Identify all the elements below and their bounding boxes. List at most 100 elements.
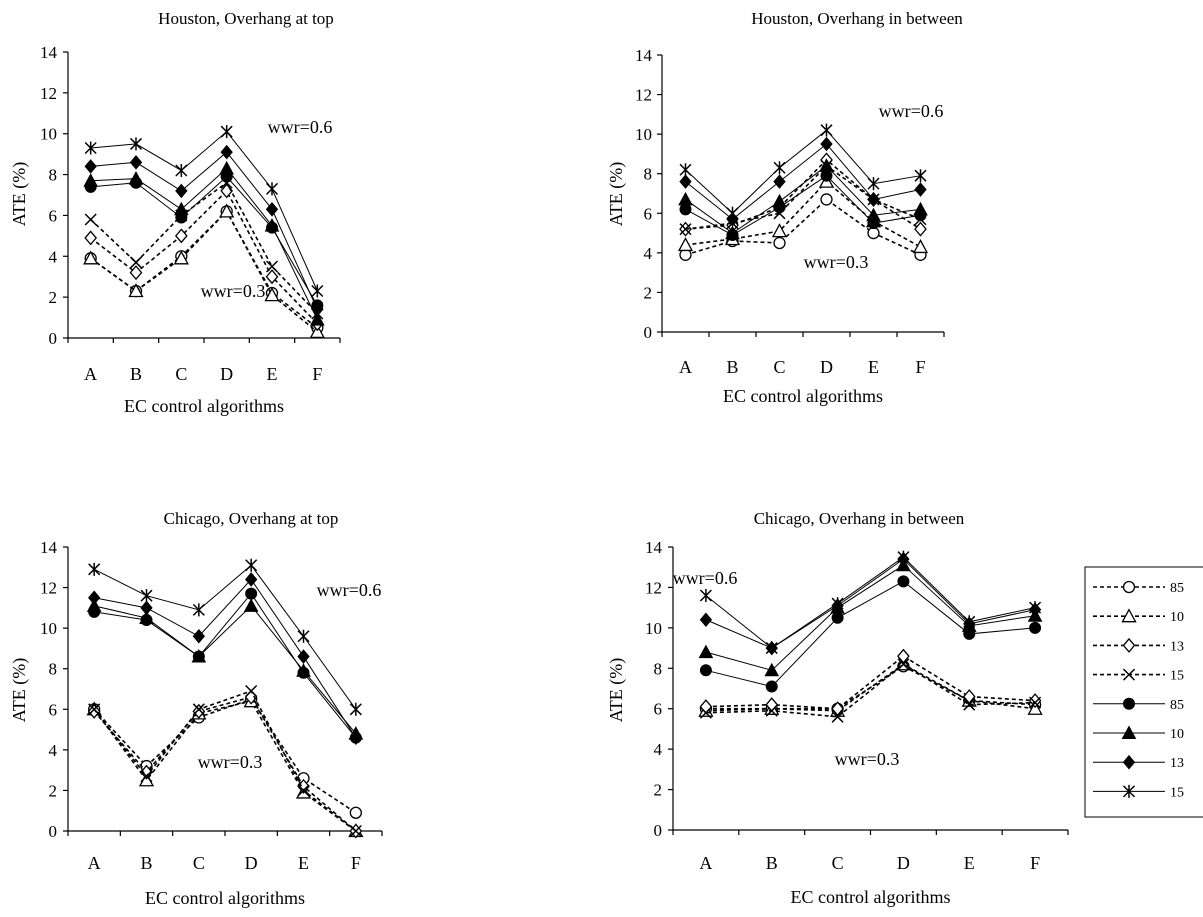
data-point [699,664,712,677]
x-tick-label: B [140,853,152,873]
series-line [94,578,357,738]
data-point [962,689,976,705]
data-point [726,206,739,220]
data-point [773,161,786,175]
data-point [866,207,881,222]
data-point [297,629,310,643]
x-tick-label: B [726,357,738,377]
y-axis-label: ATE (%) [9,658,30,722]
data-point [265,269,279,285]
data-point [867,226,880,240]
data-point [311,302,324,317]
legend-marker [1122,637,1136,653]
data-point [897,658,910,671]
y-tick-label: 0 [654,821,663,840]
data-point [1029,601,1042,615]
legend-marker [1122,668,1136,681]
series-line [90,167,318,320]
series-line [705,655,1036,710]
data-point [677,237,694,252]
data-point [963,698,976,711]
data-point [220,125,233,139]
data-point [264,218,280,232]
x-tick-label: E [964,853,975,873]
y-tick-label: 14 [635,46,653,65]
data-point [84,159,97,174]
series-15-dashed [699,658,1042,723]
data-point [309,324,325,339]
series-15-solid [699,550,1042,655]
data-point [765,680,778,693]
data-point [772,193,787,208]
series-line [685,165,921,234]
y-tick-label: 12 [40,579,57,598]
x-tick-label: D [245,853,258,873]
series-line [90,189,318,325]
legend-label: 10 [1170,727,1184,742]
data-point [173,201,189,216]
data-point [897,550,910,564]
data-point [679,223,692,236]
legend-marker [1121,725,1137,739]
y-tick-label: 4 [644,244,653,263]
data-point [87,703,101,719]
y-tick-label: 10 [40,619,57,638]
series-line [93,700,357,832]
data-point [699,706,712,719]
data-point [831,597,844,611]
data-point [88,562,101,576]
y-tick-label: 12 [645,578,662,597]
y-tick-label: 8 [644,165,653,184]
data-point [219,160,235,175]
series-line [93,564,357,710]
x-tick-label: A [679,357,692,377]
series-13-solid [679,136,927,227]
data-point [174,228,188,244]
data-point [831,701,844,717]
data-point [349,824,362,838]
y-tick-label: 10 [635,125,652,144]
data-point [914,221,927,237]
data-point [679,163,692,177]
data-point [219,203,235,218]
legend-label: 85 [1170,581,1184,596]
data-point [84,230,98,246]
data-point [349,730,362,745]
y-tick-label: 2 [49,288,58,307]
y-tick-label: 8 [49,166,58,185]
series-line [90,151,318,310]
legend: 85 10 13 15 85 10 13 15 [1084,566,1203,818]
data-point [140,589,153,603]
series-line [685,198,921,256]
series-line [705,663,1036,718]
y-axis-label: ATE (%) [9,162,30,226]
series-line [93,698,357,814]
y-tick-label: 14 [645,538,663,557]
chart-panel-4: Chicago, Overhang in between 0 2 4 6 8 10 12 14 A… [606,509,1069,907]
y-tick-label: 6 [49,206,58,225]
y-tick-label: 12 [635,86,652,105]
legend-item: 10 [1093,608,1184,625]
data-point [765,704,778,717]
series-line [93,690,357,832]
chart-title: Houston, Overhang in between [751,9,963,28]
series-10-solid [678,158,928,240]
series-85-solid [699,575,1042,693]
series-line [705,580,1036,688]
x-tick-label: A [699,853,712,873]
data-point [192,703,206,719]
series-15-solid [88,558,362,716]
data-point [309,312,325,326]
annotation: wwr=0.3 [201,281,266,301]
data-point [820,136,833,152]
data-point [698,644,714,659]
y-tick-label: 6 [654,700,663,719]
x-tick-label: E [868,357,879,377]
data-point [296,663,311,677]
data-point [1029,696,1042,709]
series-line [685,158,921,230]
x-axis-label: EC control algorithms [723,386,883,406]
x-tick-label: F [312,364,322,384]
